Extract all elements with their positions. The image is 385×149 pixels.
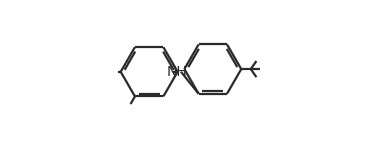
Text: NH: NH: [167, 65, 187, 79]
